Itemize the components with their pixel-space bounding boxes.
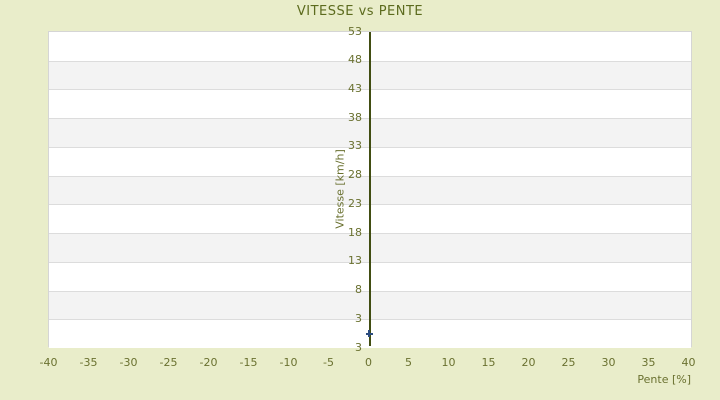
y-tick-label: 8 xyxy=(355,283,362,297)
x-tick-label: 15 xyxy=(481,356,496,369)
x-tick-label: 25 xyxy=(561,356,576,369)
y-axis-title: Vitesse [km/h] xyxy=(333,149,347,229)
y-tick-label: 38 xyxy=(348,110,362,124)
x-tick-label: 20 xyxy=(521,356,536,369)
y-tick-label: 53 xyxy=(348,24,362,38)
plot-area xyxy=(48,31,692,348)
y-tick-label: 23 xyxy=(348,196,362,210)
x-tick-label: 10 xyxy=(441,356,456,369)
y-axis-line xyxy=(368,32,371,346)
x-tick-label: -35 xyxy=(79,356,98,369)
x-tick-label: -25 xyxy=(159,356,178,369)
y-tick-label: 13 xyxy=(348,254,362,268)
x-tick-label: -40 xyxy=(39,356,58,369)
plus-marker-icon xyxy=(365,330,373,338)
x-tick-label: 30 xyxy=(601,356,616,369)
x-tick-label: -30 xyxy=(119,356,138,369)
y-tick-label: 48 xyxy=(348,53,362,67)
chart-title: VITESSE vs PENTE xyxy=(296,4,424,19)
x-axis-title: Pente [%] xyxy=(637,373,691,386)
x-tick-label: 40 xyxy=(681,356,696,369)
y-tick-label: 18 xyxy=(348,225,362,239)
y-tick-label: 43 xyxy=(348,81,362,95)
x-tick-label: 5 xyxy=(405,356,412,369)
x-tick-label: 0 xyxy=(365,356,372,369)
x-tick-label: 35 xyxy=(641,356,656,369)
x-tick-label: -5 xyxy=(323,356,334,369)
x-tick-label: -10 xyxy=(279,356,298,369)
x-tick-label: -20 xyxy=(199,356,218,369)
y-tick-label: 28 xyxy=(348,168,362,182)
y-tick-label: 33 xyxy=(348,139,362,153)
x-tick-label: -15 xyxy=(239,356,258,369)
y-tick-label: 3 xyxy=(355,340,362,354)
y-tick-label: 3 xyxy=(355,311,362,325)
